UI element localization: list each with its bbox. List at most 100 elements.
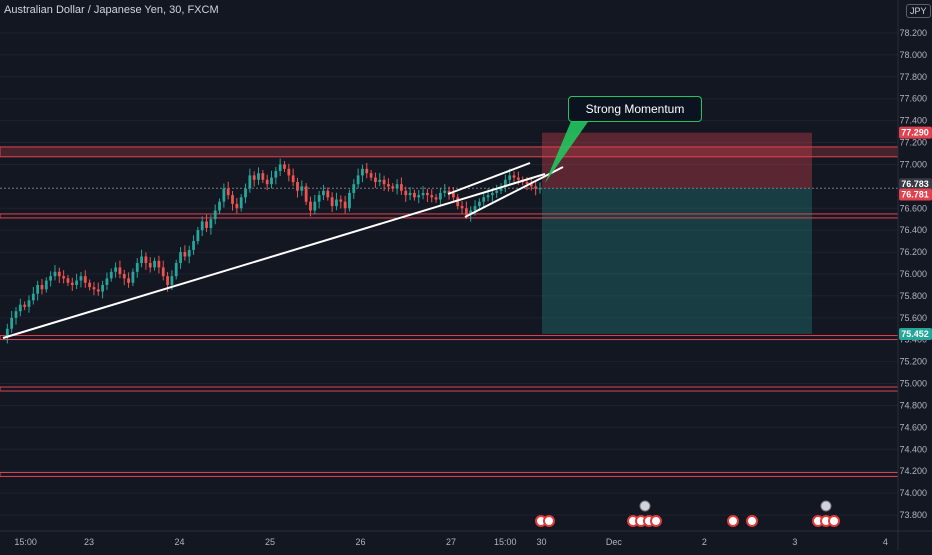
support-level-line (0, 386, 899, 392)
support-level-line (0, 335, 899, 341)
symbol-title: Australian Dollar / Japanese Yen, 30, FX… (4, 4, 219, 16)
price-tag-bg (899, 178, 932, 191)
candle-body (79, 276, 83, 281)
reward-zone (542, 188, 812, 335)
candle-body (161, 267, 165, 277)
candle-body (490, 192, 494, 196)
candle-body (135, 263, 139, 272)
candle-body (231, 195, 234, 204)
candle-body (296, 181, 299, 191)
economic-event-icon (820, 500, 832, 512)
candle-body (53, 271, 57, 277)
candle-body (192, 241, 195, 250)
candle-body (430, 195, 434, 198)
candle-body (404, 190, 408, 196)
price-axis-label: 76.600 (899, 203, 927, 213)
candle-body (265, 179, 269, 185)
candle-body (395, 184, 399, 189)
resistance-band (0, 146, 899, 158)
candle-body (503, 179, 507, 187)
candle-body (166, 276, 169, 285)
price-tag-bg (899, 126, 932, 139)
trendline-lower (2, 173, 546, 339)
economic-event-icon (650, 515, 662, 527)
time-axis-label: 24 (174, 537, 184, 547)
price-tag-label: 77.290 (901, 128, 929, 138)
candle-body (109, 271, 113, 279)
candle-body (486, 195, 490, 198)
candle-body (356, 175, 360, 185)
candle-body (157, 260, 161, 268)
candle-body (153, 260, 156, 268)
price-axis-label: 74.800 (899, 400, 927, 410)
price-tag-label: 76.783 (901, 179, 929, 189)
candle-body (378, 179, 382, 182)
candle-body (508, 175, 512, 180)
candle-body (421, 192, 425, 196)
time-axis-label: 27 (446, 537, 456, 547)
price-axis-label: 76.000 (899, 269, 927, 279)
callout-pointer (545, 119, 590, 183)
candle-body (83, 276, 87, 283)
candle-body (529, 184, 533, 187)
wedge-upper-line (447, 162, 531, 195)
candle-body (313, 201, 317, 211)
candle-body (244, 188, 247, 198)
candle-body (88, 282, 92, 288)
candle-body (300, 186, 304, 191)
candle-body (434, 197, 438, 200)
candle-body (14, 311, 18, 318)
candle-body (187, 249, 191, 257)
strong-momentum-callout[interactable]: Strong Momentum (568, 96, 702, 122)
candle-body (473, 206, 477, 211)
candle-body (387, 184, 390, 187)
candle-body (447, 190, 451, 193)
candle-body (426, 192, 429, 196)
candle-body (122, 274, 126, 279)
candle-body (499, 186, 503, 191)
candle-body (374, 177, 377, 182)
candle-body (40, 284, 44, 290)
wedge-lower-line (464, 166, 564, 218)
economic-event-icon (727, 515, 739, 527)
price-axis-label: 78.200 (899, 28, 927, 38)
time-axis-label: 23 (84, 537, 94, 547)
candle-body (144, 256, 148, 264)
time-axis-label: Dec (606, 537, 623, 547)
candle-body (118, 267, 122, 274)
price-axis-label: 75.800 (899, 291, 927, 301)
price-tag-bg (899, 328, 932, 341)
candle-body (131, 271, 135, 283)
support-level-line (0, 471, 899, 477)
candle-body (10, 317, 14, 329)
currency-badge[interactable]: JPY (906, 4, 931, 18)
candle-body (226, 188, 230, 196)
candle-body (140, 256, 143, 264)
candle-body (114, 267, 117, 272)
candle-body (451, 192, 455, 198)
candle-body (174, 263, 178, 277)
price-tag-bg (899, 188, 932, 201)
candle-body (257, 173, 260, 180)
candle-body (335, 199, 338, 207)
candle-body (75, 280, 79, 285)
time-axis-label: 3 (792, 537, 797, 547)
candle-body (31, 293, 35, 301)
candle-body (70, 282, 74, 285)
price-axis-label: 74.000 (899, 488, 927, 498)
candle-body (270, 177, 273, 185)
candle-body (36, 284, 40, 294)
candle-body (443, 190, 447, 193)
candle-body (248, 175, 252, 189)
price-axis-label: 74.400 (899, 444, 927, 454)
candle-body (179, 252, 182, 264)
candle-body (170, 276, 174, 285)
candle-body (417, 195, 421, 198)
price-axis-label: 75.600 (899, 313, 927, 323)
candle-body (283, 164, 286, 169)
economic-event-icon (746, 515, 758, 527)
candle-body (477, 201, 481, 207)
time-axis-label: 25 (265, 537, 275, 547)
